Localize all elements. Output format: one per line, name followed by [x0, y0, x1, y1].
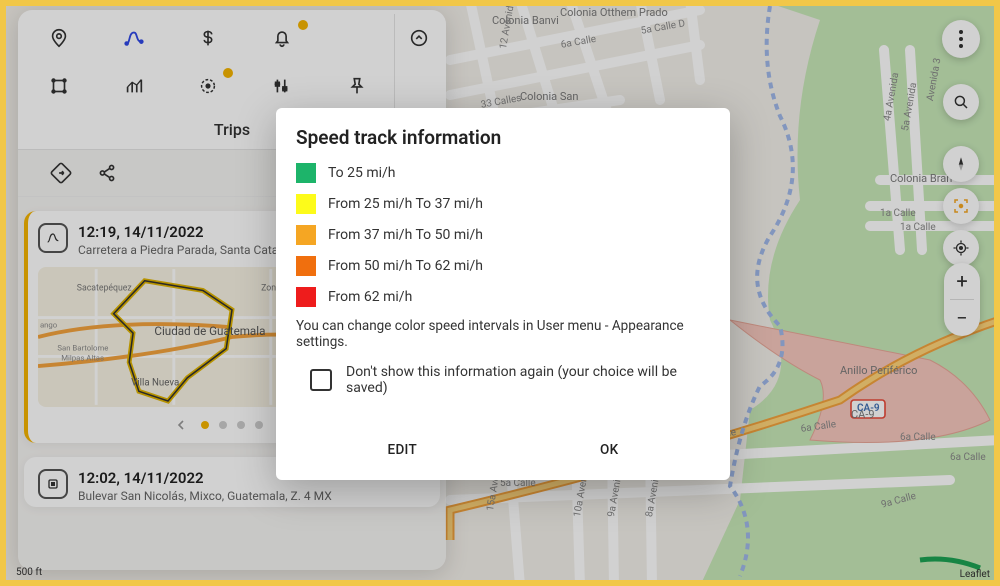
modal-note: You can change color speed intervals in … [296, 318, 710, 350]
dont-show-row[interactable]: Don't show this information again (your … [310, 364, 710, 396]
ok-button[interactable]: OK [580, 434, 638, 466]
dont-show-label: Don't show this information again (your … [346, 364, 710, 396]
legend-label: To 25 mi/h [328, 165, 396, 181]
legend-row: From 62 mi/h [296, 287, 710, 307]
legend-swatch [296, 287, 316, 307]
legend-row: From 25 mi/h To 37 mi/h [296, 194, 710, 214]
legend-swatch [296, 225, 316, 245]
legend-swatch [296, 256, 316, 276]
edit-button[interactable]: EDIT [368, 434, 438, 466]
legend-swatch [296, 194, 316, 214]
speed-info-modal: Speed track information To 25 mi/h From 2… [276, 108, 730, 480]
legend-label: From 50 mi/h To 62 mi/h [328, 258, 483, 274]
legend-row: To 25 mi/h [296, 163, 710, 183]
dont-show-checkbox[interactable] [310, 369, 332, 391]
modal-title: Speed track information [296, 126, 710, 149]
legend-label: From 25 mi/h To 37 mi/h [328, 196, 483, 212]
legend-label: From 37 mi/h To 50 mi/h [328, 227, 483, 243]
legend-row: From 50 mi/h To 62 mi/h [296, 256, 710, 276]
legend-label: From 62 mi/h [328, 289, 412, 305]
legend-row: From 37 mi/h To 50 mi/h [296, 225, 710, 245]
legend-swatch [296, 163, 316, 183]
